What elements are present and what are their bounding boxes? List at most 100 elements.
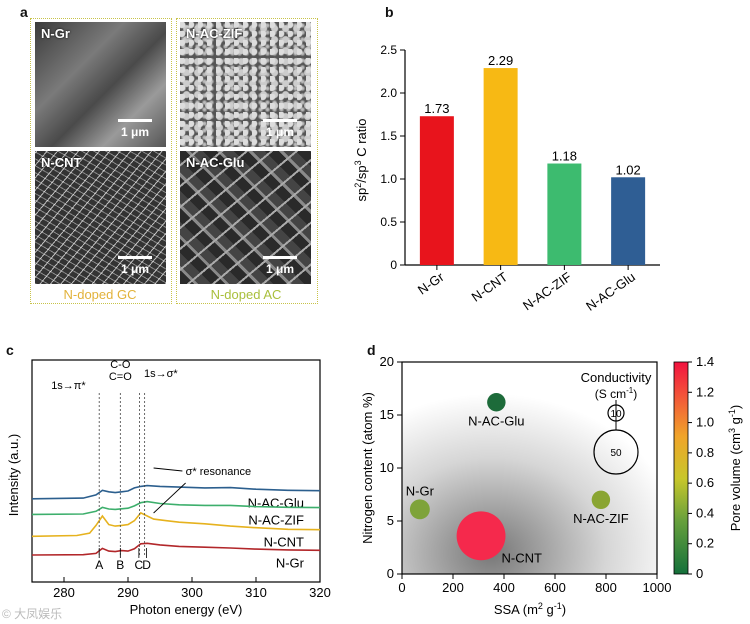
- scale-bar: 1 μm: [118, 119, 152, 139]
- bubble-label: N-AC-ZIF: [573, 511, 629, 526]
- sem-label: N-AC-Glu: [186, 155, 245, 170]
- size-legend-unit: (S cm-1): [595, 386, 637, 401]
- panel-b-letter: b: [385, 4, 394, 20]
- group-frame-gc: [30, 18, 172, 304]
- y-axis-label: Nitrogen content (atom %): [360, 392, 375, 544]
- colorbar-tick-label: 0.2: [696, 536, 714, 551]
- x-axis-label: SSA (m2 g-1): [494, 601, 566, 617]
- bar-value-label: 1.18: [552, 149, 577, 164]
- y-tick-label: 1.0: [380, 172, 397, 186]
- x-tick-label: 0: [398, 580, 405, 595]
- x-tick-label: N-CNT: [469, 269, 511, 305]
- resonance-arrow-lower: [153, 482, 186, 514]
- scale-bar: 1 μm: [118, 256, 152, 276]
- x-tick-label: N-AC-Glu: [583, 269, 638, 314]
- annot-resonance: σ* resonance: [186, 466, 252, 478]
- peak-label-a: A: [95, 558, 103, 572]
- series-label: N-CNT: [264, 535, 304, 550]
- x-tick-label: 280: [53, 585, 75, 600]
- size-legend-value-small: 10: [610, 409, 622, 420]
- sem-image-n-ac-zif: N-AC-ZIF 1 μm: [180, 22, 311, 147]
- y-tick-label: 2.5: [380, 43, 397, 57]
- annot-pi-star: 1s→π*: [51, 380, 86, 392]
- annot-co: C-O: [110, 359, 131, 371]
- line-n-ac-zif: [31, 500, 321, 516]
- y-tick-label: 10: [380, 460, 394, 475]
- group-caption-gc: N-doped GC: [63, 287, 137, 302]
- y-tick-label: 5: [387, 513, 394, 528]
- watermark: © 大凤娱乐: [2, 607, 63, 621]
- series-label: N-Gr: [276, 555, 305, 570]
- bar-value-label: 2.29: [488, 53, 513, 68]
- bubble-n-ac-glu: [487, 393, 506, 412]
- annot-ceq: C=O: [109, 371, 132, 383]
- colorbar-tick-label: 0.4: [696, 505, 714, 520]
- x-tick-label: 400: [493, 580, 515, 595]
- colorbar-tick-label: 1.2: [696, 384, 714, 399]
- group-caption-ac: N-doped AC: [210, 287, 282, 302]
- bubble-n-cnt: [456, 511, 506, 561]
- bubble-label: N-Gr: [406, 483, 435, 498]
- sem-label: N-AC-ZIF: [186, 26, 243, 41]
- line-n-gr: [31, 542, 321, 556]
- bar-n-ac-zif: [547, 163, 582, 265]
- x-tick-label: 1000: [643, 580, 672, 595]
- x-tick-label: 320: [309, 585, 331, 600]
- colorbar-tick-label: 1.4: [696, 354, 714, 369]
- panel-d-letter: d: [367, 342, 376, 358]
- sem-label: N-Gr: [41, 26, 70, 41]
- x-tick-label: 290: [117, 585, 139, 600]
- chart-b-sp2-ratio: 0 0.5 1.0 1.5 2.0 2.5 1.73 2.29 1.18 1.02 N-Gr N-…: [353, 43, 660, 314]
- bar-value-label: 1.02: [615, 162, 640, 177]
- y-tick-label: 0.5: [380, 215, 397, 229]
- panel-c-letter: c: [6, 342, 14, 358]
- series-label: N-AC-Glu: [248, 496, 304, 511]
- annot-sigma-star: 1s→σ*: [144, 368, 178, 380]
- colorbar-tick-label: 0.8: [696, 445, 714, 460]
- size-legend-circle-small: [607, 404, 625, 422]
- y-axis-label: sp2/sp3 C ratio: [353, 118, 369, 201]
- bar-n-cnt: [483, 68, 518, 265]
- scale-bar: 1 μm: [263, 119, 297, 139]
- x-tick-label: N-AC-ZIF: [520, 269, 574, 313]
- colorbar-label: Pore volume (cm3 g-1): [727, 405, 743, 531]
- colorbar-tick-label: 1.0: [696, 415, 714, 430]
- plot-frame: [31, 359, 321, 583]
- colorbar-tick-label: 0.6: [696, 475, 714, 490]
- chart-d-bubble: 0 5 10 15 20 0 200 400 600 800 1000 N-Gr N-CNT N-AC…: [360, 354, 743, 617]
- size-legend-value-large: 50: [610, 448, 622, 459]
- x-tick-label: 200: [442, 580, 464, 595]
- y-tick-label: 1.5: [380, 129, 397, 143]
- peak-label-b: B: [116, 558, 124, 572]
- x-tick-label: N-Gr: [415, 269, 447, 298]
- peak-label-c: C: [135, 558, 144, 572]
- sem-image-n-ac-glu: N-AC-Glu 1 μm: [180, 151, 311, 284]
- line-n-ac-glu: [31, 484, 321, 500]
- series-label: N-AC-ZIF: [248, 513, 304, 528]
- x-tick-label: 310: [245, 585, 267, 600]
- chart-c-nexafs: N-AC-Glu N-AC-ZIF N-CNT N-Gr 280 290 300 310 32…: [6, 359, 331, 617]
- size-legend-title: Conductivity: [581, 370, 652, 385]
- y-tick-label: 0: [387, 566, 394, 581]
- size-legend-circle-large: [593, 429, 639, 475]
- x-tick-label: 800: [595, 580, 617, 595]
- x-tick-label: 300: [181, 585, 203, 600]
- plot-area: [401, 361, 658, 575]
- y-tick-label: 15: [380, 407, 394, 422]
- group-frame-ac: [176, 18, 318, 304]
- size-legend: Conductivity (S cm-1) 10 50: [581, 370, 652, 475]
- bubble-n-gr: [409, 499, 430, 520]
- bar-n-gr: [419, 116, 454, 265]
- sem-label: N-CNT: [41, 155, 82, 170]
- x-tick-label: 600: [544, 580, 566, 595]
- scale-bar: 1 μm: [263, 256, 297, 276]
- sem-image-n-gr: N-Gr 1 μm: [35, 22, 166, 147]
- y-tick-label: 20: [380, 354, 394, 369]
- sem-image-n-cnt: N-CNT 1 μm: [35, 151, 166, 284]
- peak-label-d: D: [142, 558, 151, 572]
- y-tick-label: 0: [390, 258, 397, 272]
- bar-value-label: 1.73: [424, 101, 449, 116]
- x-axis-label: Photon energy (eV): [130, 602, 243, 617]
- resonance-arrow-upper: [153, 467, 183, 472]
- line-n-cnt: [31, 511, 321, 538]
